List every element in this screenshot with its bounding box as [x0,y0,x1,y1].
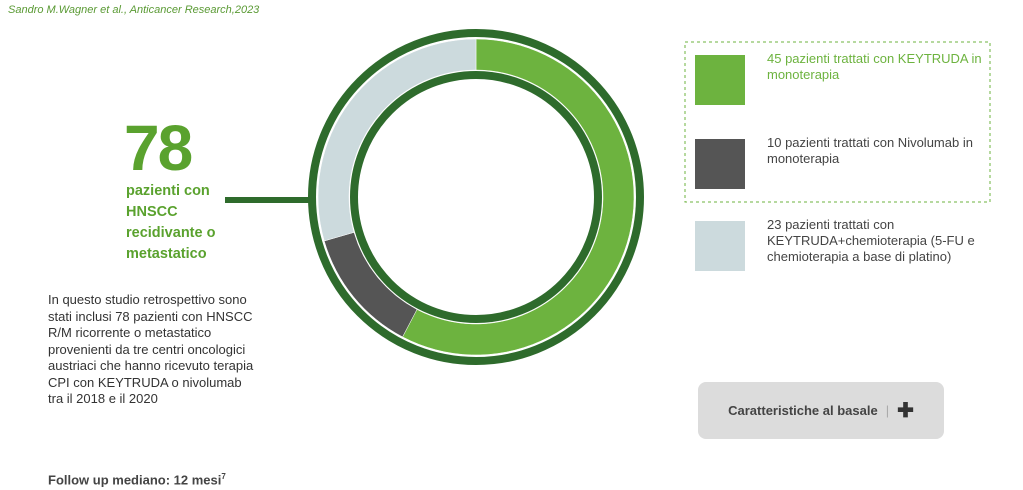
footnote-ref: 7 [221,472,226,481]
description: In questo studio retrospettivo sono stat… [48,292,254,406]
legend-swatch [695,139,745,189]
total: 78 [124,112,193,184]
donut-segment [317,38,477,242]
follow-up: Follow up mediano: 12 mesi7 [48,472,226,487]
separator: | [885,403,890,418]
total-caption: pazienti con HNSCC recidivante o metasta… [126,183,216,262]
legend-frame [684,41,991,203]
legend-label: 45 pazienti trattati con KEYTRUDA in mon… [767,51,982,82]
outer-ring [308,29,644,365]
legend-label: 10 pazienti trattati con Nivolumab in mo… [767,135,973,166]
donut-segment [402,38,635,356]
legend-swatch [695,55,745,105]
button[interactable]: Caratteristiche al basale | ✚ [698,382,944,439]
legend-label: 23 pazienti trattati con KEYTRUDA+chemio… [767,217,975,264]
legend-swatch [695,221,745,271]
plus-icon: ✚ [897,400,914,422]
inner-ring [350,71,602,323]
citation: Sandro M.Wagner et al., Anticancer Resea… [8,4,260,16]
button-label: Caratteristiche al basale [728,403,878,418]
follow-up-text: Follow up mediano: 12 mesi [48,472,222,488]
